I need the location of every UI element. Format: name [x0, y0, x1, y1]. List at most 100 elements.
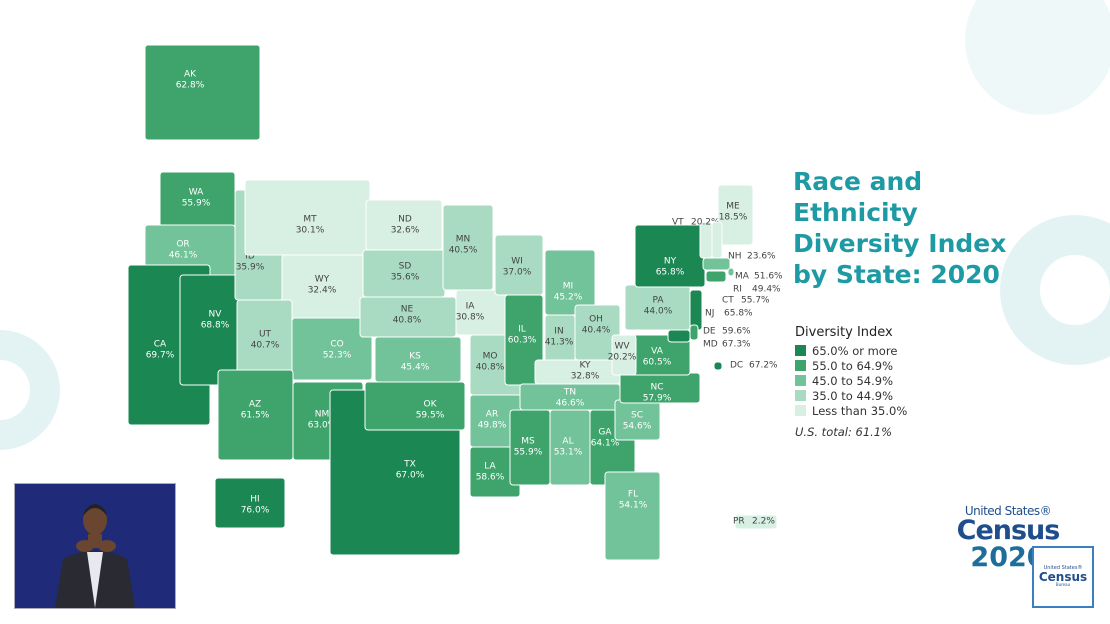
state-value: 54.1%: [619, 501, 648, 511]
state-value: 69.7%: [146, 351, 175, 361]
state-value: 59.6%: [722, 327, 751, 337]
legend-item: 35.0 to 44.9%: [795, 388, 907, 403]
state-value: 55.9%: [182, 199, 211, 209]
logo-text: Census: [956, 515, 1061, 546]
state-name: CO: [330, 340, 343, 350]
state-name: NC: [650, 383, 663, 393]
state: [291, 317, 373, 381]
state-name: ME: [726, 202, 740, 212]
state-value: 65.8%: [656, 268, 685, 278]
state-name: AZ: [249, 400, 261, 410]
state-name: KY: [579, 361, 591, 371]
state-name: GA: [598, 428, 612, 438]
state-name: MT: [303, 215, 317, 225]
decoration: [965, 0, 1110, 115]
state-name: MI: [563, 282, 573, 292]
state-value: 40.4%: [582, 326, 611, 336]
us-total: U.S. total: 61.1%: [795, 425, 893, 439]
legend-item: 55.0 to 64.9%: [795, 358, 907, 373]
state-name: IA: [466, 302, 476, 312]
state-value: 32.4%: [308, 286, 337, 296]
state-value: 2.2%: [752, 517, 775, 527]
state-value: 32.6%: [391, 226, 420, 236]
bureau-logo: United States® Census Bureau: [1032, 546, 1094, 608]
state-name: PR: [733, 517, 745, 527]
state-name: AL: [562, 437, 573, 447]
logo-text: United States®: [1043, 565, 1083, 571]
state: [713, 361, 723, 371]
state-name: IL: [518, 325, 526, 335]
state: [727, 267, 735, 277]
state-name: NM: [315, 410, 330, 420]
state-value: 40.5%: [449, 246, 478, 256]
title: Race and Ethnicity Diversity Index by St…: [793, 167, 1007, 289]
state-value: 20.2%: [608, 353, 637, 363]
legend-swatch: [795, 345, 806, 356]
state: [667, 329, 691, 343]
state-name: HI: [250, 495, 259, 505]
state-name: NV: [209, 310, 223, 320]
legend: Diversity Index 65.0% or more 55.0 to 64.…: [795, 325, 907, 439]
state-name: LA: [484, 462, 496, 472]
state-name: ND: [398, 215, 412, 225]
state-name: NE: [401, 305, 414, 315]
state-value: 54.6%: [623, 422, 652, 432]
state: [717, 184, 754, 246]
state-value: 76.0%: [241, 506, 270, 516]
legend-item: 45.0 to 54.9%: [795, 373, 907, 388]
legend-label: 55.0 to 64.9%: [812, 358, 893, 373]
state-value: 65.8%: [724, 309, 753, 319]
state-value: 68.8%: [201, 321, 230, 331]
state-value: 44.0%: [644, 307, 673, 317]
state-name: OH: [589, 315, 603, 325]
state-name: PA: [652, 296, 664, 306]
interpreter: [55, 504, 135, 608]
state: [705, 270, 727, 283]
state-value: 40.8%: [476, 363, 505, 373]
state-value: 35.9%: [236, 263, 265, 273]
state-value: 37.0%: [503, 268, 532, 278]
state-value: 62.8%: [176, 81, 205, 91]
legend-label: 65.0% or more: [812, 343, 898, 358]
decoration: [0, 330, 60, 450]
logo-text: Census: [1038, 570, 1088, 584]
state-name: DE: [703, 327, 716, 337]
state-value: 40.7%: [251, 341, 280, 351]
state-name: WI: [511, 257, 523, 267]
state-value: 67.0%: [396, 471, 425, 481]
state: [214, 477, 286, 529]
state-name: MO: [483, 352, 498, 362]
state-value: 49.8%: [478, 421, 507, 431]
state-name: NH: [728, 252, 742, 262]
state-name: TX: [403, 460, 416, 470]
legend-item: 65.0% or more: [795, 343, 907, 358]
state-name: WY: [315, 275, 330, 285]
census-logo: United States® Census 2020: [948, 505, 1068, 571]
state-value: 51.6%: [754, 272, 783, 282]
state-name: MS: [521, 437, 535, 447]
legend-swatch: [795, 390, 806, 401]
state-name: NY: [664, 257, 677, 267]
legend-label: 45.0 to 54.9%: [812, 373, 893, 388]
state-name: UT: [259, 330, 272, 340]
state-value: 55.9%: [514, 448, 543, 458]
state-value: 46.6%: [556, 399, 585, 409]
state-value: 49.4%: [752, 285, 781, 295]
state-value: 67.2%: [749, 361, 778, 371]
state-value: 41.3%: [545, 338, 574, 348]
state-name: VT: [672, 218, 684, 228]
state-name: CA: [154, 340, 167, 350]
state: [689, 324, 699, 341]
state-value: 67.3%: [722, 340, 751, 350]
legend-item: Less than 35.0%: [795, 403, 907, 418]
legend-swatch: [795, 405, 806, 416]
state-value: 64.1%: [591, 439, 620, 449]
state-value: 18.5%: [719, 213, 748, 223]
state-name: WA: [189, 188, 204, 198]
state-value: 40.8%: [393, 316, 422, 326]
state: [711, 221, 723, 259]
state-value: 60.5%: [643, 358, 672, 368]
state-value: 63.0%: [308, 421, 337, 431]
